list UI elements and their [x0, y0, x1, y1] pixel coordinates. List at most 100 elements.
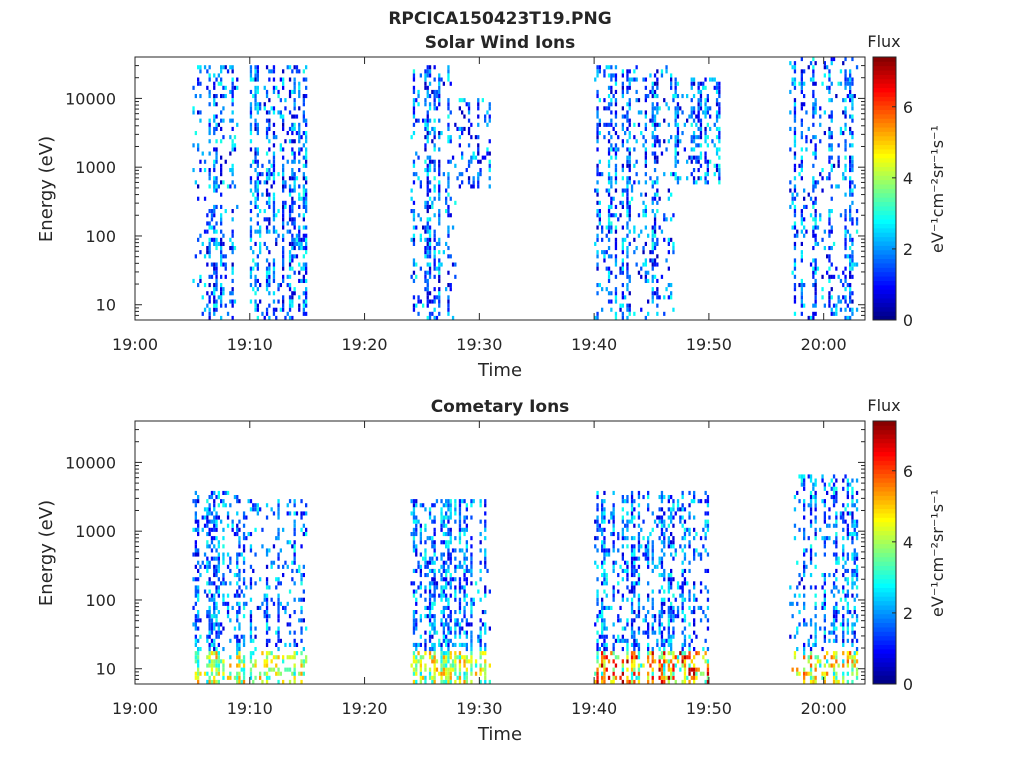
heatmap-cell: [454, 659, 457, 664]
heatmap-cell: [449, 536, 452, 541]
heatmap-cell: [249, 237, 253, 242]
heatmap-cell: [839, 299, 843, 304]
heatmap-cell: [601, 655, 604, 660]
heatmap-cell: [800, 81, 803, 86]
heatmap-cell: [272, 667, 276, 672]
heatmap-cell: [265, 679, 269, 684]
heatmap-cell: [610, 196, 613, 201]
heatmap-cell: [293, 540, 296, 545]
heatmap-cell: [458, 663, 462, 668]
heatmap-cell: [651, 511, 654, 516]
heatmap-cell: [658, 589, 661, 594]
heatmap-cell: [222, 544, 225, 549]
heatmap-cell: [282, 168, 285, 173]
heatmap-cell: [823, 552, 826, 557]
heatmap-cell: [683, 544, 687, 549]
heatmap-cell: [199, 274, 202, 279]
heatmap-cell: [249, 106, 253, 111]
heatmap-cell: [412, 98, 416, 103]
heatmap-cell: [424, 667, 427, 672]
heatmap-cell: [412, 85, 416, 90]
heatmap-cell: [415, 262, 418, 267]
heatmap-cell: [647, 544, 650, 549]
heatmap-cell: [688, 568, 691, 573]
heatmap-cell: [431, 89, 434, 94]
heatmap-cell: [796, 671, 799, 676]
heatmap-cell: [596, 614, 599, 619]
colorbar-swatch: [873, 258, 896, 264]
heatmap-cell: [463, 630, 466, 635]
heatmap-cell: [254, 278, 257, 283]
heatmap-cell: [660, 605, 664, 610]
heatmap-cell: [215, 262, 218, 267]
heatmap-cell: [197, 184, 200, 189]
heatmap-cell: [630, 556, 634, 561]
heatmap-cell: [809, 511, 813, 516]
heatmap-cell: [456, 126, 459, 131]
heatmap-cell: [206, 614, 209, 619]
heatmap-cell: [663, 540, 666, 545]
heatmap-cell: [796, 490, 799, 495]
heatmap-cell: [229, 675, 232, 680]
heatmap-cell: [265, 278, 269, 283]
heatmap-cell: [433, 102, 436, 107]
heatmap-cell: [826, 536, 829, 541]
heatmap-cell: [445, 532, 448, 537]
heatmap-cell: [830, 110, 833, 115]
heatmap-cell: [220, 126, 223, 131]
heatmap-cell: [630, 560, 634, 565]
heatmap-cell: [814, 552, 817, 557]
heatmap-cell: [470, 155, 473, 160]
x-tick-label: 19:50: [686, 335, 732, 354]
heatmap-cell: [229, 237, 232, 242]
heatmap-cell: [488, 184, 491, 189]
heatmap-cell: [793, 593, 797, 598]
heatmap-cell: [213, 626, 216, 631]
heatmap-cell: [832, 614, 836, 619]
heatmap-cell: [293, 597, 296, 602]
heatmap-cell: [479, 597, 482, 602]
heatmap-cell: [217, 659, 220, 664]
heatmap-cell: [213, 581, 216, 586]
heatmap-cell: [194, 564, 197, 569]
heatmap-cell: [458, 519, 462, 524]
heatmap-cell: [839, 622, 843, 627]
heatmap-cell: [203, 254, 207, 259]
heatmap-cell: [458, 548, 462, 553]
heatmap-cell: [814, 213, 817, 218]
heatmap-cell: [447, 647, 450, 652]
heatmap-cell: [656, 241, 659, 246]
heatmap-cell: [463, 585, 466, 590]
heatmap-cell: [282, 258, 285, 263]
heatmap-cell: [601, 511, 604, 516]
heatmap-cell: [194, 544, 197, 549]
heatmap-cell: [463, 98, 466, 103]
heatmap-cell: [814, 295, 817, 300]
heatmap-cell: [704, 131, 707, 136]
heatmap-cell: [256, 254, 259, 259]
heatmap-cell: [663, 663, 666, 668]
heatmap-cell: [213, 159, 216, 164]
heatmap-cell: [263, 597, 266, 602]
heatmap-cell: [481, 155, 484, 160]
heatmap-cell: [651, 548, 654, 553]
heatmap-cell: [288, 176, 292, 181]
heatmap-cell: [658, 573, 661, 578]
heatmap-cell: [835, 303, 838, 308]
heatmap-cell: [295, 131, 299, 136]
heatmap-cell: [803, 225, 806, 230]
heatmap-cell: [215, 241, 218, 246]
heatmap-cell: [249, 283, 253, 288]
heatmap-cell: [814, 507, 817, 512]
heatmap-cell: [210, 217, 214, 222]
heatmap-cell: [647, 503, 650, 508]
heatmap-cell: [683, 147, 686, 152]
heatmap-cell: [222, 647, 225, 652]
heatmap-cell: [610, 180, 613, 185]
heatmap-cell: [651, 647, 654, 652]
heatmap-cell: [231, 139, 234, 144]
heatmap-cell: [424, 556, 427, 561]
heatmap-cell: [433, 176, 436, 181]
heatmap-cell: [447, 659, 450, 664]
heatmap-cell: [637, 532, 641, 537]
